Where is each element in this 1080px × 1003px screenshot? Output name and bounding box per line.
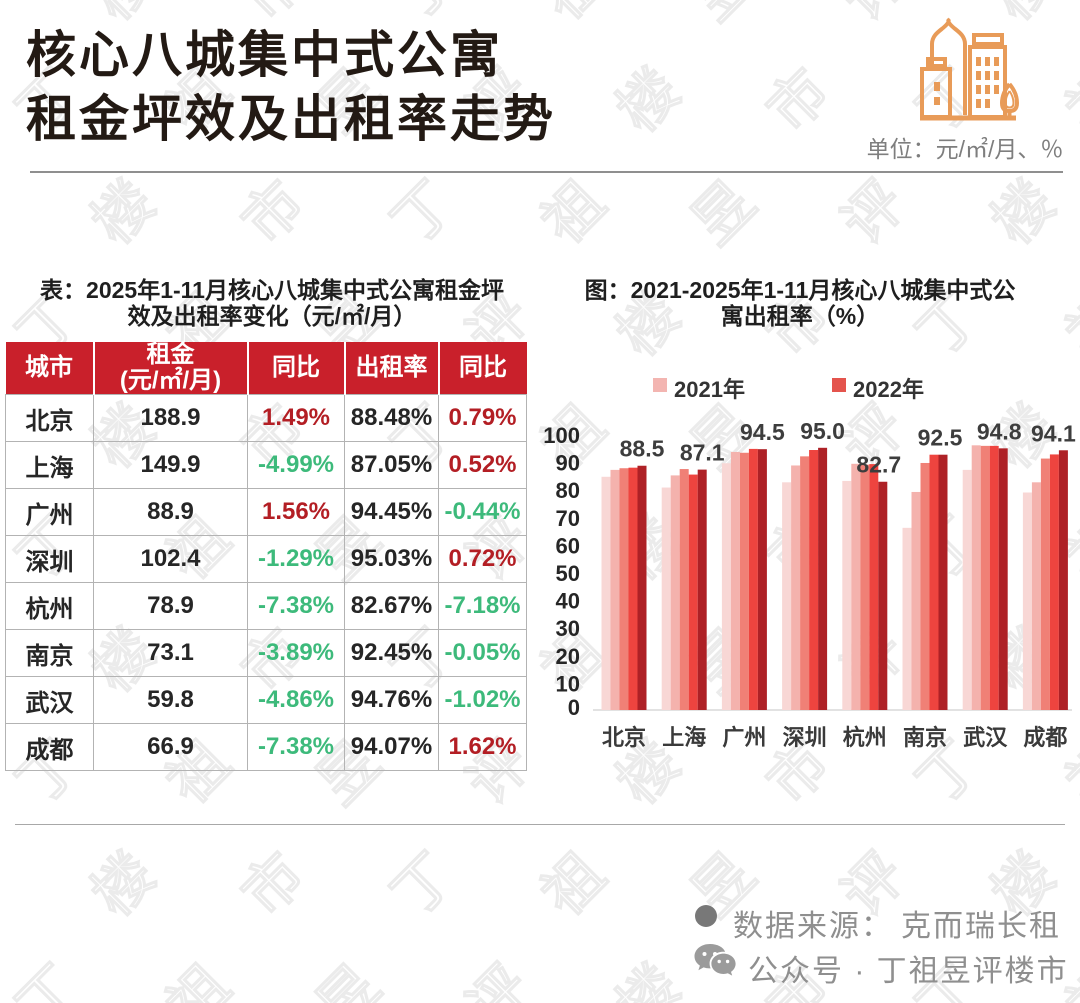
svg-text:武汉: 武汉 bbox=[963, 725, 1008, 750]
svg-text:北京: 北京 bbox=[602, 725, 646, 750]
svg-text:100: 100 bbox=[543, 423, 580, 448]
svg-text:南京: 南京 bbox=[903, 725, 947, 750]
svg-text:上海: 上海 bbox=[662, 725, 706, 750]
svg-text:80: 80 bbox=[556, 478, 580, 503]
svg-text:杭州: 杭州 bbox=[843, 725, 887, 750]
svg-text:70: 70 bbox=[556, 506, 580, 531]
svg-text:95.0: 95.0 bbox=[800, 418, 845, 444]
svg-text:92.5: 92.5 bbox=[918, 425, 963, 451]
svg-text:60: 60 bbox=[556, 533, 580, 558]
svg-text:50: 50 bbox=[556, 561, 580, 586]
svg-text:87.1: 87.1 bbox=[680, 440, 725, 466]
svg-text:88.5: 88.5 bbox=[620, 436, 665, 462]
svg-text:10: 10 bbox=[556, 671, 580, 696]
svg-text:30: 30 bbox=[556, 616, 580, 641]
svg-text:20: 20 bbox=[556, 644, 580, 669]
svg-text:90: 90 bbox=[556, 451, 580, 476]
svg-text:成都: 成都 bbox=[1023, 725, 1067, 750]
svg-text:94.1: 94.1 bbox=[1031, 420, 1076, 446]
svg-text:94.5: 94.5 bbox=[740, 419, 785, 445]
svg-text:0: 0 bbox=[568, 695, 580, 720]
svg-text:40: 40 bbox=[556, 589, 580, 614]
svg-text:广州: 广州 bbox=[722, 725, 766, 750]
svg-text:深圳: 深圳 bbox=[783, 725, 827, 750]
svg-text:94.8: 94.8 bbox=[977, 418, 1022, 444]
svg-text:82.7: 82.7 bbox=[856, 452, 901, 478]
